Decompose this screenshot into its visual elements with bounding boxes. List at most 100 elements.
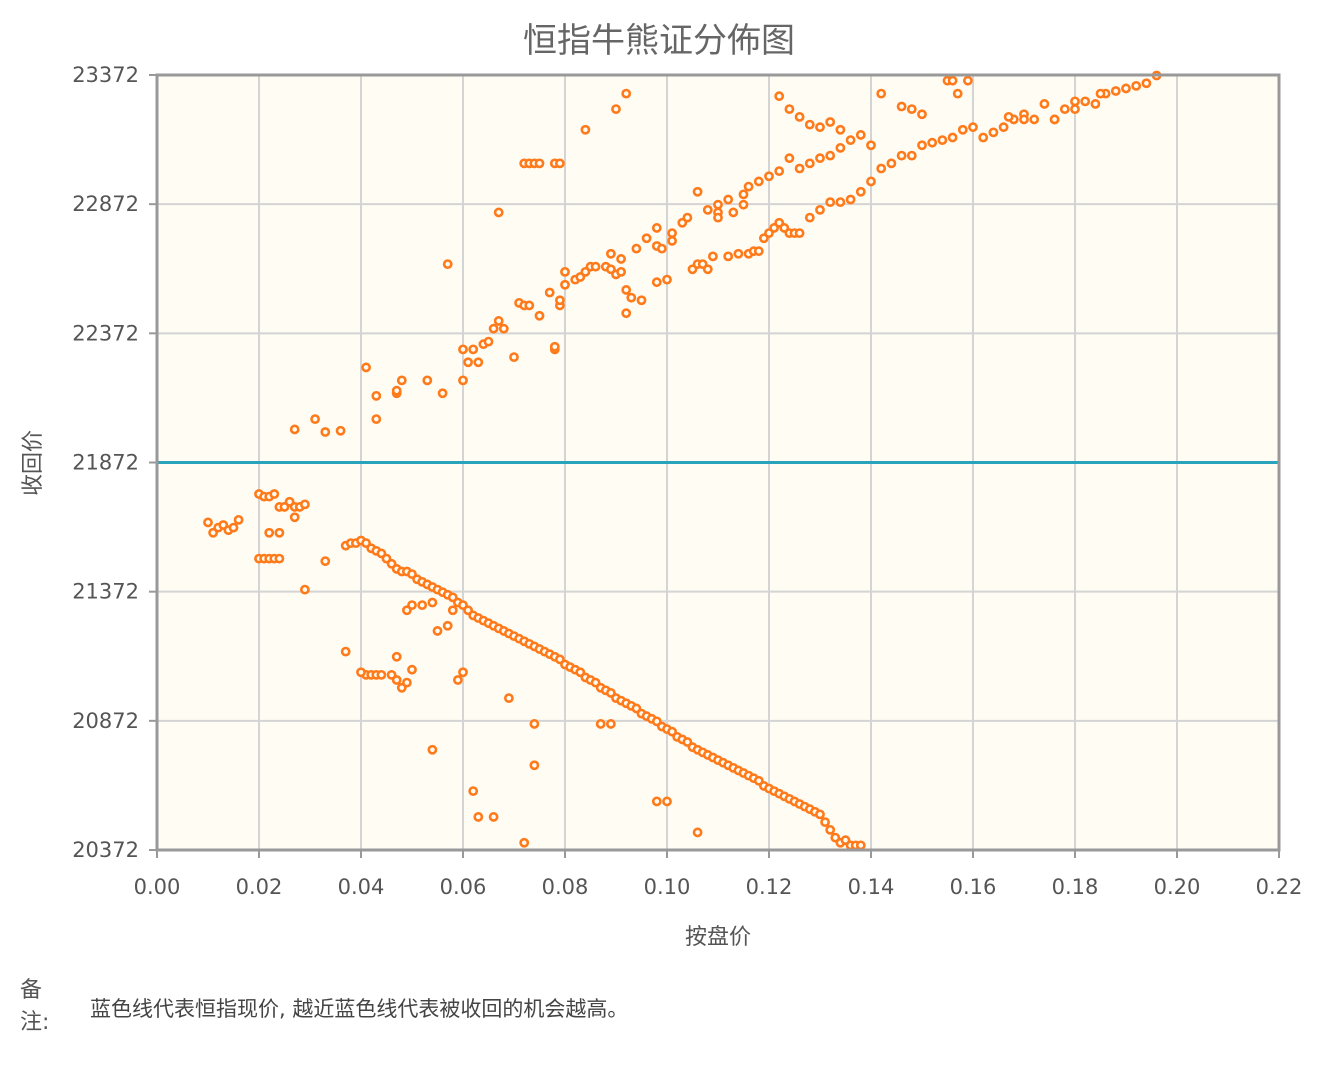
data-point bbox=[998, 122, 1009, 133]
data-point bbox=[713, 199, 723, 210]
data-point bbox=[422, 375, 433, 386]
y-tick-label: 22372 bbox=[72, 321, 139, 345]
data-point bbox=[269, 489, 280, 499]
data-point bbox=[401, 677, 412, 688]
data-point bbox=[963, 75, 973, 86]
x-tick-label: 0.20 bbox=[1154, 875, 1201, 899]
y-tick-label: 20872 bbox=[72, 709, 139, 733]
data-point bbox=[896, 101, 907, 112]
data-point bbox=[580, 124, 591, 135]
y-tick-label: 21372 bbox=[72, 580, 139, 604]
data-point bbox=[968, 122, 978, 133]
data-point bbox=[845, 135, 856, 145]
data-point bbox=[534, 310, 545, 321]
data-point bbox=[804, 212, 815, 223]
data-point bbox=[815, 153, 825, 164]
data-point bbox=[407, 600, 417, 610]
data-point bbox=[320, 556, 331, 567]
data-point bbox=[825, 150, 836, 161]
data-point bbox=[452, 675, 463, 685]
y-tick-label: 20372 bbox=[72, 838, 139, 862]
data-point bbox=[493, 207, 504, 218]
data-point bbox=[560, 266, 570, 277]
data-point bbox=[427, 597, 438, 608]
data-point bbox=[1003, 111, 1014, 122]
data-point bbox=[866, 176, 876, 187]
data-point bbox=[713, 212, 723, 223]
data-point bbox=[483, 336, 494, 347]
data-point bbox=[468, 786, 479, 796]
data-point bbox=[1029, 114, 1040, 125]
data-point bbox=[927, 137, 938, 148]
data-point bbox=[917, 140, 927, 151]
data-point bbox=[616, 254, 626, 264]
data-point bbox=[906, 104, 917, 114]
data-point bbox=[804, 158, 815, 169]
data-point bbox=[1080, 96, 1091, 107]
data-point bbox=[784, 104, 795, 114]
data-point bbox=[626, 292, 637, 303]
data-point bbox=[371, 414, 382, 424]
x-tick-label: 0.06 bbox=[440, 875, 487, 899]
data-point bbox=[723, 251, 734, 262]
x-tick-label: 0.14 bbox=[848, 875, 895, 899]
data-point bbox=[1039, 99, 1050, 109]
data-point bbox=[708, 251, 718, 262]
data-point bbox=[203, 517, 213, 528]
data-point bbox=[917, 109, 927, 120]
data-points bbox=[203, 70, 1162, 851]
x-tick-label: 0.04 bbox=[338, 875, 385, 899]
data-point bbox=[743, 181, 754, 192]
data-point bbox=[1121, 83, 1131, 94]
data-point bbox=[794, 111, 805, 122]
data-point bbox=[855, 186, 866, 197]
data-point bbox=[988, 127, 999, 138]
y-axis-label: 收回价 bbox=[21, 430, 46, 496]
y-axis-ticks: 20372 20872 21372 21872 22372 22872 23372 bbox=[72, 63, 157, 862]
data-point bbox=[264, 527, 275, 538]
data-point bbox=[299, 499, 310, 510]
data-point bbox=[662, 274, 672, 285]
data-point bbox=[692, 186, 703, 197]
data-point bbox=[442, 259, 453, 269]
data-point bbox=[1110, 86, 1121, 96]
data-point bbox=[376, 669, 387, 680]
data-point bbox=[391, 675, 402, 685]
data-point bbox=[621, 88, 632, 99]
y-tick-label: 22872 bbox=[72, 192, 139, 216]
x-axis-label: 按盘价 bbox=[685, 925, 751, 950]
data-point bbox=[463, 357, 473, 368]
data-point bbox=[774, 166, 785, 176]
data-point bbox=[468, 344, 479, 355]
data-point bbox=[320, 427, 331, 437]
data-point bbox=[662, 796, 672, 807]
data-point bbox=[794, 228, 805, 238]
data-point bbox=[855, 840, 866, 851]
data-point bbox=[947, 75, 958, 86]
data-point bbox=[437, 388, 448, 399]
data-point bbox=[1131, 80, 1142, 91]
note-text: 蓝色线代表恒指现价, 越近蓝色线代表被收回的机会越高。 bbox=[90, 997, 629, 1021]
data-point bbox=[937, 135, 948, 145]
data-point bbox=[692, 827, 703, 838]
data-point bbox=[274, 527, 285, 538]
data-point bbox=[529, 719, 540, 729]
data-point bbox=[621, 285, 632, 295]
data-point bbox=[702, 204, 713, 215]
data-point bbox=[825, 197, 836, 207]
data-point bbox=[784, 153, 795, 164]
data-point bbox=[952, 88, 963, 99]
data-point bbox=[636, 295, 647, 306]
data-point bbox=[299, 584, 310, 595]
data-point bbox=[529, 760, 540, 771]
data-point bbox=[738, 199, 749, 210]
data-point bbox=[427, 744, 438, 755]
data-point bbox=[1070, 96, 1080, 107]
data-point bbox=[978, 132, 989, 143]
data-point bbox=[473, 812, 484, 822]
data-point bbox=[417, 600, 428, 610]
data-point bbox=[702, 264, 713, 275]
scatter-chart: 恒指牛熊证分佈图 0.00 0.02 0.04 0.06 0.08 0.10 0.12 0.1… bbox=[21, 21, 1302, 950]
data-point bbox=[335, 425, 346, 436]
data-point bbox=[391, 385, 402, 396]
